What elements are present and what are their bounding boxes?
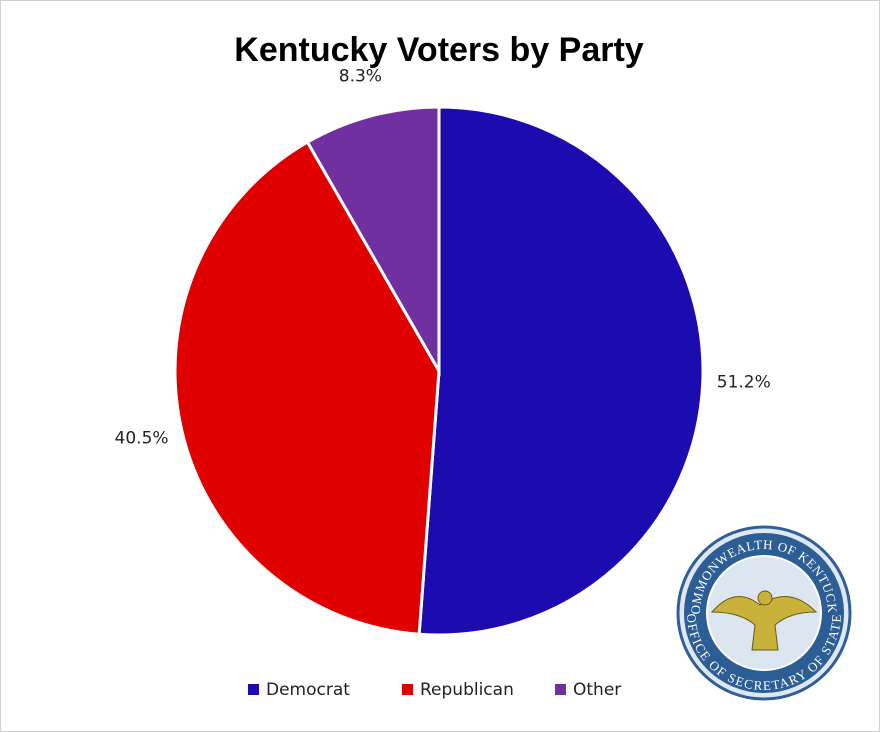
legend-swatch bbox=[402, 684, 413, 695]
legend: Democrat Republican Other bbox=[248, 680, 621, 700]
chart-title: Kentucky Voters by Party bbox=[234, 31, 644, 69]
legend-label: Democrat bbox=[266, 680, 350, 700]
legend-swatch bbox=[555, 684, 566, 695]
seal-eagle bbox=[710, 596, 818, 651]
pie: 51.2% 40.5% 8.3% bbox=[115, 66, 771, 637]
data-label: 51.2% bbox=[717, 372, 771, 392]
seal-eagle-head bbox=[757, 590, 773, 606]
legend-label: Other bbox=[573, 680, 621, 700]
data-label: 8.3% bbox=[339, 66, 382, 86]
pie-slice bbox=[305, 105, 441, 377]
data-label: 40.5% bbox=[115, 428, 169, 448]
pie-slice bbox=[417, 105, 705, 637]
pie-slice bbox=[173, 140, 441, 636]
legend-swatch bbox=[248, 684, 259, 695]
legend-label: Republican bbox=[420, 680, 514, 700]
